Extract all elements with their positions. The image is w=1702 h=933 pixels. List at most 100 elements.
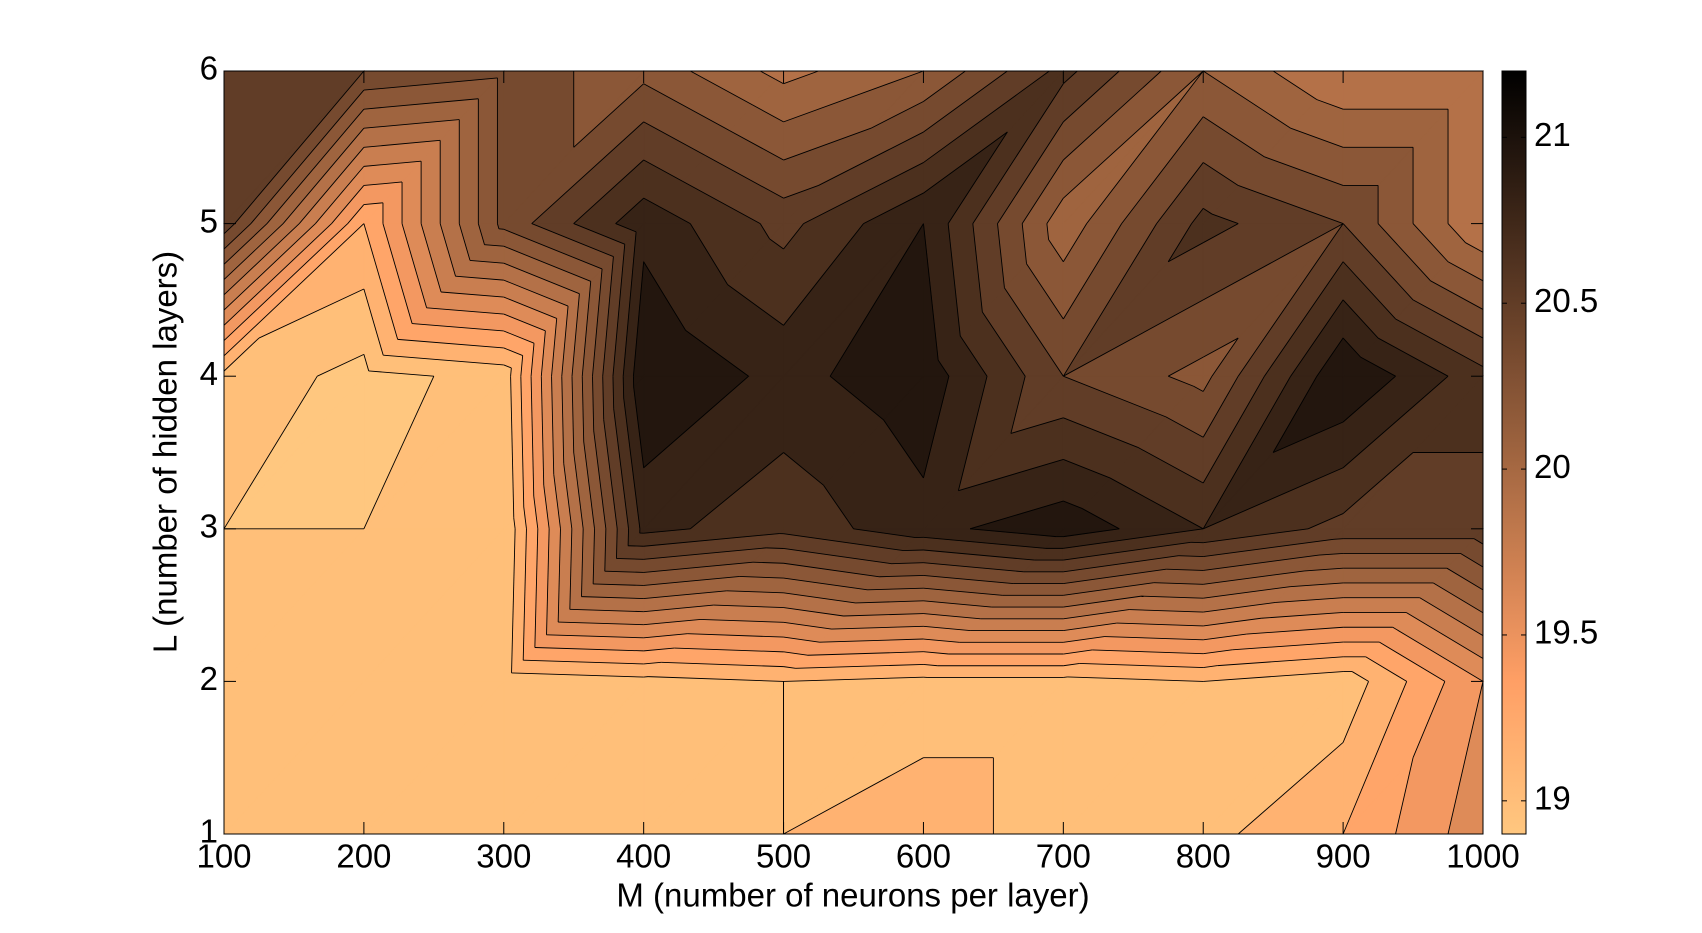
- y-tick-label: 1: [200, 813, 218, 850]
- contour-line: [1116, 622, 1204, 627]
- contour-line: [1010, 417, 1064, 434]
- contour-line: [558, 621, 644, 626]
- contour-line: [1342, 681, 1369, 743]
- axes: 100 200 300 400 500 600 700 800 900 1000 1 2 3 4 5 6 19 1…: [196, 50, 1598, 875]
- contour-line: [1202, 375, 1292, 530]
- contour-line: [593, 430, 607, 529]
- contour-line: [1063, 528, 1120, 538]
- contour-line: [1447, 261, 1484, 282]
- contour-band: [990, 594, 1064, 608]
- contour-line: [553, 474, 561, 529]
- contour-line: [843, 613, 924, 617]
- contour-line: [1430, 280, 1484, 310]
- contour-line: [363, 223, 399, 340]
- contour-line: [759, 223, 770, 240]
- contour-line: [1272, 375, 1318, 453]
- contour-line: [363, 202, 384, 205]
- contour-line: [1063, 375, 1167, 418]
- contour-line: [511, 672, 644, 678]
- contour-line: [1168, 242, 1204, 263]
- contour-line: [643, 533, 780, 547]
- contour-line: [223, 337, 260, 372]
- contour-line: [1377, 337, 1449, 377]
- contour-line: [1026, 263, 1064, 320]
- contour-line: [1446, 567, 1484, 591]
- contour-line: [592, 376, 595, 431]
- x-tick-label: 100: [196, 838, 251, 875]
- contour-line: [867, 587, 924, 591]
- contour-line: [1392, 626, 1484, 682]
- contour-line: [1178, 555, 1204, 557]
- contour-line: [959, 335, 988, 377]
- contour-line: [1412, 299, 1484, 339]
- contour-line: [1342, 337, 1361, 358]
- contour-line: [1063, 595, 1142, 608]
- contour-line: [643, 83, 730, 131]
- contour-line: [1203, 337, 1239, 358]
- contour-line: [937, 359, 950, 377]
- contour-line: [613, 408, 629, 529]
- contour-line: [1202, 375, 1239, 438]
- contour-line: [363, 119, 460, 129]
- contour-line: [752, 104, 784, 123]
- contour-line: [643, 528, 691, 534]
- contour-line: [1203, 570, 1305, 585]
- contour-line: [513, 517, 516, 529]
- contour-line: [563, 463, 573, 529]
- contour-band: [1342, 553, 1462, 569]
- contour-line: [1316, 337, 1344, 377]
- contour-line: [569, 528, 573, 610]
- contour-line: [687, 633, 784, 638]
- contour-line: [477, 223, 485, 245]
- contour-line: [807, 651, 924, 656]
- contour-line: [331, 185, 365, 224]
- contour-line: [531, 121, 644, 224]
- contour-line: [1406, 612, 1484, 659]
- contour-line: [223, 223, 316, 311]
- contour-line: [1129, 609, 1204, 613]
- contour-line: [923, 587, 1003, 596]
- contour-line: [315, 166, 365, 224]
- colorbar-tick-label: 19: [1534, 780, 1571, 817]
- contour-line: [530, 376, 535, 497]
- contour-line: [1021, 159, 1064, 224]
- contour-line: [783, 452, 824, 486]
- contour-line: [1360, 356, 1396, 377]
- contour-line: [1447, 223, 1466, 243]
- contour-line: [581, 596, 644, 600]
- contour-line: [766, 547, 784, 549]
- contour-line: [223, 375, 318, 530]
- contour-line: [1063, 649, 1093, 655]
- contour-line: [1063, 70, 1162, 161]
- contour-band: [958, 630, 1064, 643]
- contour-band: [497, 69, 505, 225]
- contour-line: [1203, 671, 1344, 682]
- contour-line: [540, 330, 546, 377]
- contour-line: [783, 577, 868, 591]
- x-tick-label: 1000: [1446, 838, 1519, 875]
- contour-line: [1063, 299, 1204, 377]
- y-tick-label: 3: [200, 508, 218, 545]
- contour-line: [581, 528, 584, 597]
- contour-line: [831, 625, 924, 630]
- contour-line: [643, 197, 660, 208]
- contour-line: [783, 651, 808, 656]
- contour-line: [593, 583, 644, 586]
- contour-line: [674, 647, 784, 653]
- y-axis-label: L (number of hidden layers): [147, 251, 184, 653]
- contour-line: [1067, 676, 1204, 682]
- contour-line: [1342, 681, 1408, 835]
- contour-line: [1165, 416, 1204, 438]
- contour-line: [1168, 375, 1195, 387]
- contour-line: [581, 281, 592, 377]
- contour-line: [1342, 375, 1396, 423]
- contour-band: [477, 76, 498, 225]
- contour-line: [1109, 477, 1204, 530]
- x-tick-label: 600: [896, 838, 951, 875]
- contour-line: [1202, 375, 1265, 484]
- contour-line: [363, 288, 384, 356]
- contour-line: [622, 231, 637, 377]
- contour-line: [1092, 649, 1204, 655]
- contour-line: [783, 592, 856, 604]
- contour-line: [863, 192, 924, 225]
